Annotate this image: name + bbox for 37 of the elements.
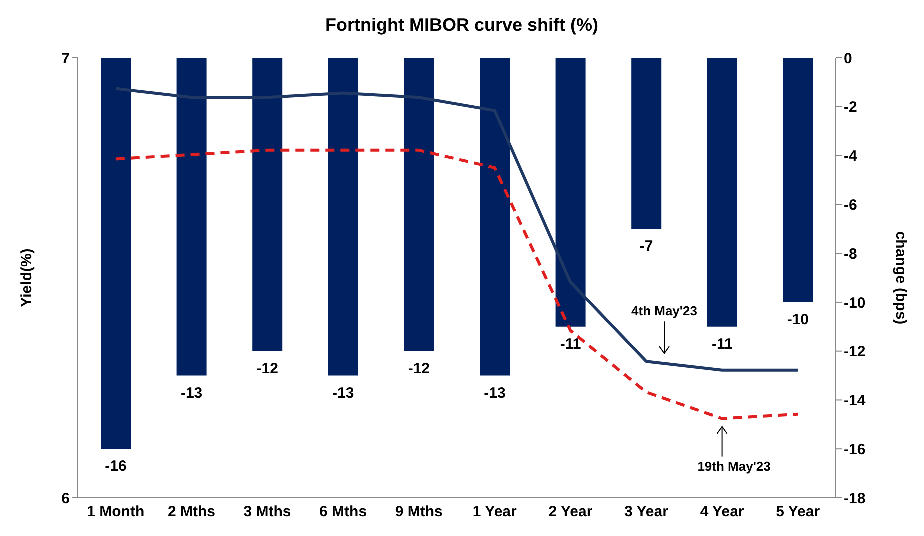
y2-tick-label: -2 <box>844 99 858 116</box>
x-tick-label: 6 Mths <box>320 504 368 521</box>
x-tick-label: 1 Year <box>472 504 518 521</box>
data-label: -13 <box>180 384 203 402</box>
data-label: -11 <box>712 336 733 353</box>
y2-tick-label: -14 <box>844 392 866 410</box>
y2-tick-label: 0 <box>844 50 852 68</box>
y2-tick-label: -18 <box>844 490 866 508</box>
chart-title: Fortnight MIBOR curve shift (%) <box>324 14 600 37</box>
series-label: 4th May'23 <box>632 304 698 319</box>
x-tick-label: 2 Year <box>548 504 593 521</box>
x-tick-label: 3 Year <box>624 504 669 521</box>
data-label: -12 <box>408 360 430 378</box>
y-axis-title: Yield(%) <box>18 248 36 308</box>
y2-tick-label: -16 <box>844 441 866 458</box>
x-tick-label: 2 Mths <box>168 504 216 521</box>
y2-tick-label: -8 <box>844 246 858 263</box>
y2-tick-label: -12 <box>844 344 866 361</box>
x-tick-label: 1 Month <box>87 504 145 521</box>
data-label: -13 <box>484 384 506 402</box>
data-label: -11 <box>560 336 582 353</box>
data-label: -12 <box>256 360 278 378</box>
data-label: -13 <box>332 384 354 402</box>
y2-tick-label: -6 <box>844 196 858 214</box>
y-tick-label: 7 <box>62 50 70 68</box>
x-tick-label: 4 Year <box>700 504 744 521</box>
text: 19th May'23 <box>698 458 771 474</box>
y2-tick-label: -4 <box>844 148 858 166</box>
x-tick-label: 9 Mths <box>395 504 443 521</box>
x-tick-label: 3 Mths <box>244 504 292 521</box>
y2-axis-title: change (bps) <box>892 231 910 325</box>
data-label: -7 <box>640 238 654 256</box>
data-label: -10 <box>787 311 810 328</box>
y2-tick-label: -10 <box>844 294 866 312</box>
x-tick-label: 5 Year <box>776 504 820 521</box>
y-tick-label: 6 <box>62 490 70 508</box>
data-label: -16 <box>105 458 127 476</box>
